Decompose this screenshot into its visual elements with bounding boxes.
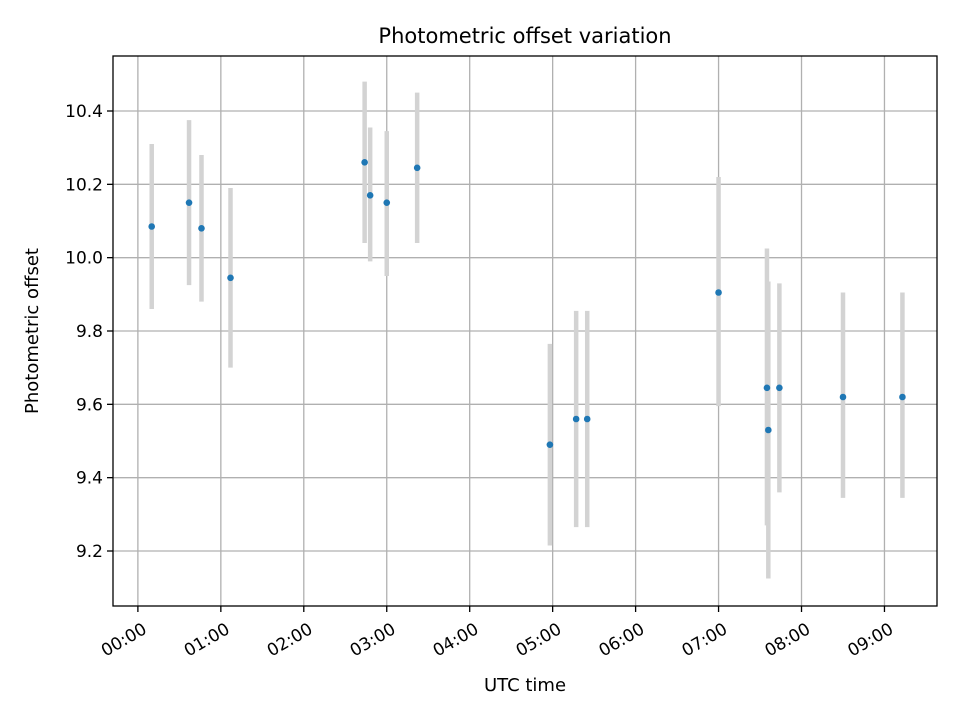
data-point (763, 384, 771, 392)
y-tick-label: 10.0 (65, 249, 103, 269)
x-tick-label: 09:00 (845, 619, 897, 661)
data-point (839, 393, 847, 401)
x-tick-label: 04:00 (430, 619, 482, 661)
x-axis: 00:00 01:00 02:00 03:00 04:00 05:00 06:00 07:00… (98, 606, 897, 661)
data-point (198, 225, 205, 232)
x-tick-label: 06:00 (596, 619, 648, 661)
y-tick-label: 9.6 (76, 395, 103, 415)
errorbar-layer (149, 81, 905, 579)
point-layer (148, 159, 906, 448)
x-tick-label: 07:00 (679, 619, 731, 661)
y-tick-label: 10.2 (65, 175, 103, 195)
y-axis: 9.2 9.4 9.6 9.8 10.0 10.2 10.4 (65, 102, 113, 562)
data-point (776, 384, 783, 392)
data-point (185, 199, 193, 206)
x-tick-label: 01:00 (181, 619, 233, 661)
data-point (366, 192, 374, 199)
data-point (546, 441, 554, 448)
chart-title: Photometric offset variation (378, 24, 671, 48)
y-tick-label: 9.2 (76, 542, 103, 562)
data-point (383, 199, 391, 206)
y-tick-label: 9.8 (76, 322, 103, 342)
x-tick-label: 08:00 (762, 619, 814, 661)
data-point (715, 289, 722, 296)
y-axis-label: Photometric offset (22, 248, 43, 414)
y-tick-label: 9.4 (76, 469, 103, 489)
x-tick-label: 05:00 (513, 619, 565, 661)
x-tick-label: 00:00 (98, 619, 150, 661)
x-tick-label: 03:00 (347, 619, 399, 661)
data-point (413, 164, 421, 172)
x-axis-label: UTC time (484, 675, 566, 696)
data-point (361, 159, 368, 166)
data-point (572, 415, 580, 423)
data-point (583, 415, 591, 423)
data-point (227, 274, 234, 282)
x-tick-label: 02:00 (264, 619, 316, 661)
grid-layer (113, 56, 937, 606)
data-point (148, 223, 156, 230)
y-tick-label: 10.4 (65, 102, 103, 122)
data-point (899, 393, 906, 401)
data-point (765, 426, 772, 434)
